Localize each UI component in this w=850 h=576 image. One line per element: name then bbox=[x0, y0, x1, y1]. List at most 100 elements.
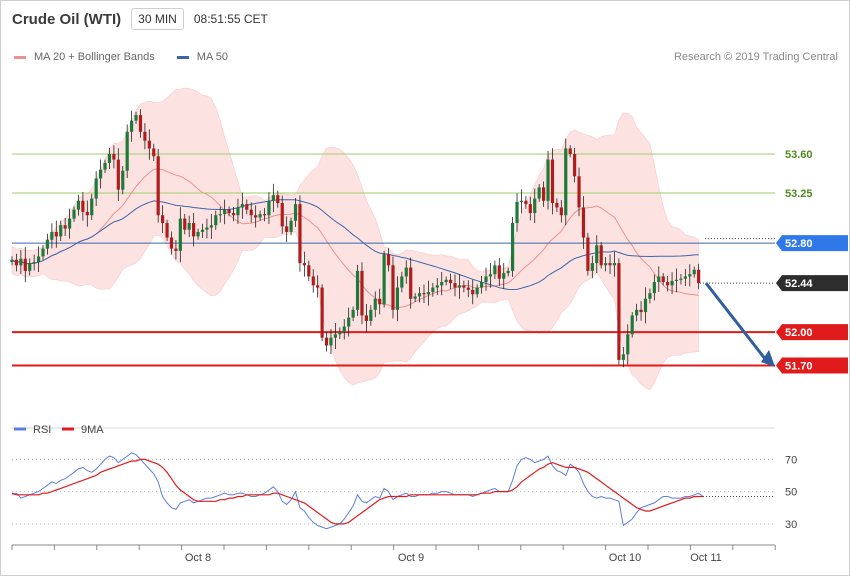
candle-body bbox=[90, 198, 94, 216]
candle-body bbox=[431, 287, 435, 293]
candle-body bbox=[231, 213, 236, 216]
candle-body bbox=[426, 292, 431, 295]
candle-body bbox=[152, 148, 156, 157]
candle-body bbox=[417, 293, 422, 297]
candle-body bbox=[488, 274, 493, 277]
candle-body bbox=[342, 326, 346, 333]
candle-body bbox=[245, 204, 249, 210]
candle-body bbox=[240, 204, 244, 208]
candle-body bbox=[378, 298, 382, 305]
candle-body bbox=[116, 159, 120, 190]
candle-body bbox=[564, 148, 568, 216]
timeframe-selector[interactable]: 30 MIN bbox=[131, 8, 184, 30]
candle-body bbox=[395, 287, 400, 310]
candle-body bbox=[351, 309, 355, 318]
candle-body bbox=[187, 223, 191, 230]
candle-body bbox=[493, 265, 497, 275]
candle-body bbox=[617, 263, 621, 360]
candle-body bbox=[462, 285, 466, 288]
candle-body bbox=[307, 265, 311, 277]
level-tag-52.00 bbox=[776, 324, 848, 341]
candle-body bbox=[67, 218, 72, 229]
candle-body bbox=[519, 200, 524, 202]
chart-title: Crude Oil (WTI) bbox=[12, 10, 122, 28]
level-tags-layer: 53.60 53.25 52.80 52.44 52.00 51.70 bbox=[704, 149, 848, 374]
candle-body bbox=[143, 131, 147, 141]
candle-body bbox=[590, 263, 594, 271]
candle-body bbox=[41, 248, 45, 257]
candle-body bbox=[661, 276, 665, 283]
candle-body bbox=[36, 256, 41, 262]
level-label-51.70: 51.70 bbox=[785, 360, 813, 372]
candle-body bbox=[674, 279, 679, 281]
candle-body bbox=[130, 120, 134, 132]
candle-body bbox=[63, 225, 67, 229]
candle-body bbox=[94, 178, 98, 199]
ma20-legend-label: MA 20 + Bollinger Bands bbox=[34, 51, 155, 63]
candle-body bbox=[196, 231, 200, 237]
header-bar: Crude Oil (WTI) 30 MIN 08:51:55 CET bbox=[12, 6, 268, 32]
candle-body bbox=[249, 209, 253, 216]
candle-body bbox=[391, 265, 395, 310]
candle-body bbox=[586, 237, 590, 271]
level-label-52.00: 52.00 bbox=[785, 327, 813, 339]
candle-body bbox=[612, 263, 617, 266]
candle-body bbox=[466, 287, 470, 290]
candle-body bbox=[161, 215, 165, 224]
candle-body bbox=[369, 309, 373, 321]
level-label-52.44: 52.44 bbox=[785, 278, 813, 290]
bollinger-band bbox=[11, 87, 699, 391]
candle-body bbox=[457, 285, 462, 288]
x-axis-label: Oct 10 bbox=[609, 552, 641, 564]
candle-body bbox=[471, 289, 475, 295]
level-tag-52.80 bbox=[776, 235, 848, 252]
candle-body bbox=[652, 282, 656, 294]
candle-body bbox=[329, 337, 333, 346]
candle-body bbox=[568, 148, 572, 155]
candle-body bbox=[50, 231, 54, 240]
candle-body bbox=[409, 267, 413, 299]
candle-body bbox=[550, 159, 555, 203]
candle-body bbox=[515, 201, 519, 224]
candle-body bbox=[76, 200, 81, 210]
level-label-52.80: 52.80 bbox=[785, 238, 813, 250]
x-axis-label: Oct 9 bbox=[398, 552, 424, 564]
candle-body bbox=[630, 315, 634, 335]
projection-arrow-shaft bbox=[704, 282, 767, 360]
candle-body bbox=[400, 276, 404, 288]
candle-body bbox=[236, 207, 240, 216]
candle-body bbox=[28, 263, 32, 271]
candle-body bbox=[178, 218, 182, 251]
candle-body bbox=[258, 214, 262, 218]
candle-body bbox=[218, 214, 222, 216]
candle-body bbox=[254, 215, 258, 218]
candle-body bbox=[386, 254, 391, 266]
candle-body bbox=[444, 279, 448, 283]
candle-body bbox=[271, 195, 275, 201]
candle-body bbox=[639, 309, 643, 313]
candle-body bbox=[45, 239, 50, 249]
candle-body bbox=[169, 237, 174, 249]
candle-body bbox=[510, 223, 515, 271]
projection-arrow-head bbox=[761, 349, 775, 367]
candle-body bbox=[364, 315, 368, 321]
candle-body bbox=[355, 270, 360, 310]
price-legend: MA 20 + Bollinger Bands MA 50 bbox=[14, 51, 228, 63]
candle-body bbox=[475, 287, 479, 295]
candle-body bbox=[59, 225, 63, 237]
candle-body bbox=[262, 214, 267, 216]
candle-body bbox=[298, 204, 302, 264]
ma50-legend-swatch bbox=[176, 55, 189, 59]
candle-body bbox=[23, 258, 27, 271]
candle-body bbox=[697, 269, 701, 284]
candle-body bbox=[103, 162, 107, 170]
candle-body bbox=[670, 280, 674, 286]
candle-body bbox=[506, 270, 510, 274]
candle-body bbox=[311, 276, 315, 286]
level-lines-layer bbox=[12, 153, 775, 367]
candle-body bbox=[537, 187, 541, 199]
candle-body bbox=[125, 131, 129, 171]
candle-body bbox=[338, 332, 342, 335]
candle-body bbox=[581, 207, 586, 238]
